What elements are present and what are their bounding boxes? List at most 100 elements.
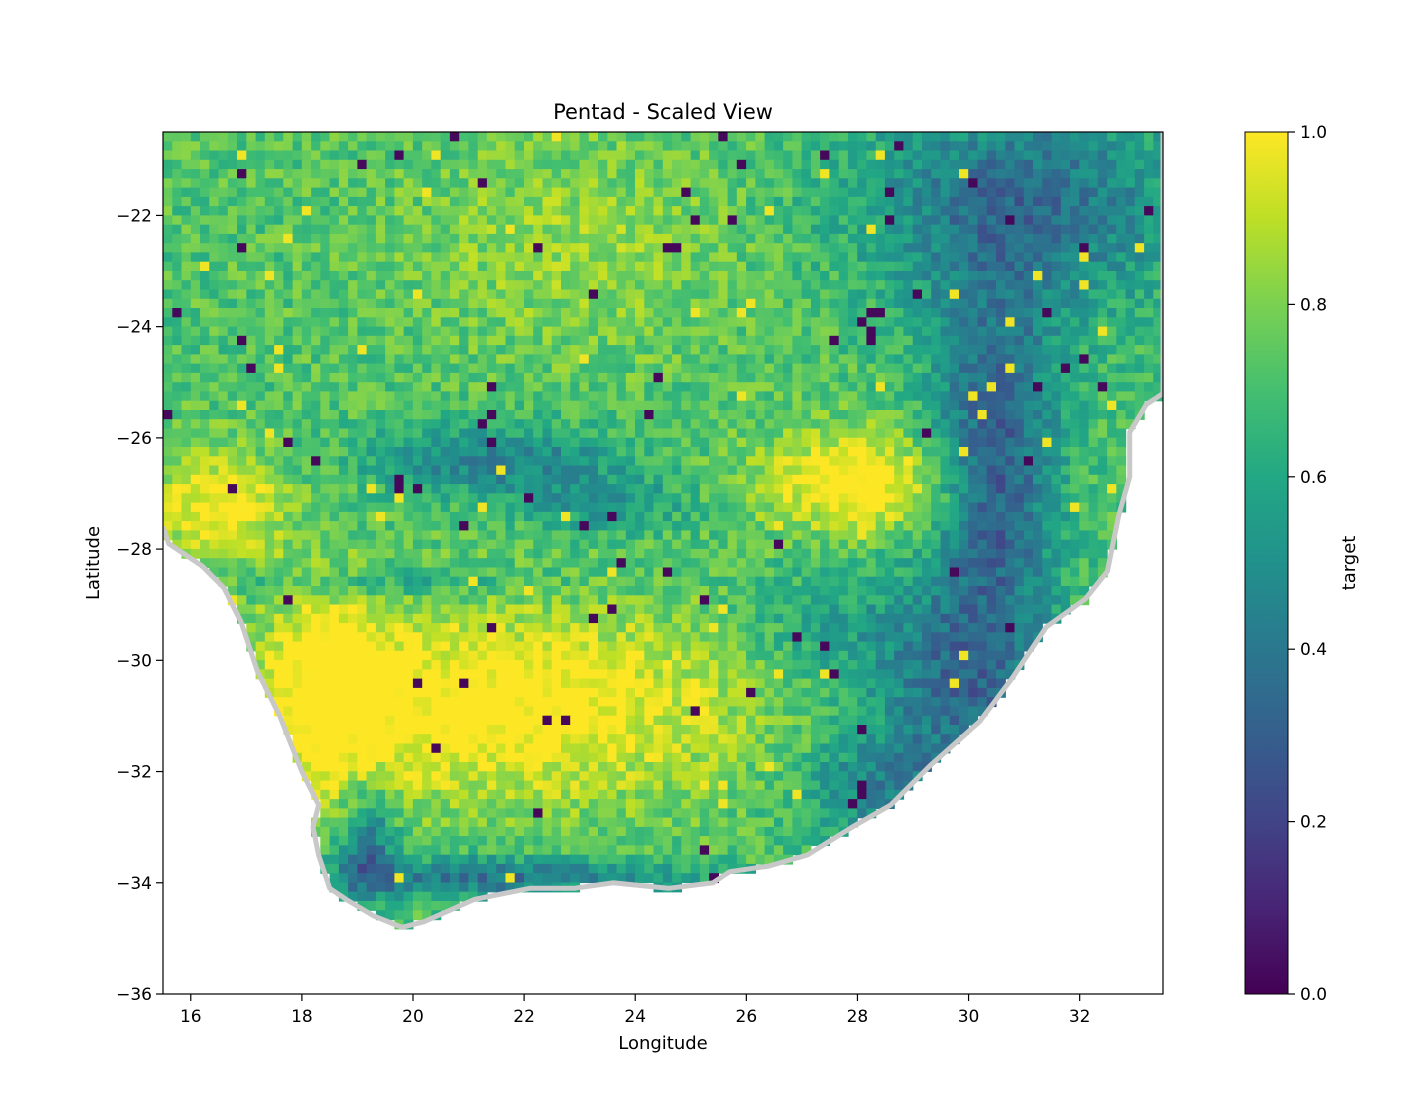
heatmap-cell [746,298,756,309]
heatmap-cell [755,298,766,309]
heatmap-cell [912,382,923,393]
heatmap-cell [607,558,618,569]
heatmap-cell [200,391,210,402]
heatmap-cell [1033,196,1043,207]
heatmap-cell [1014,465,1025,476]
heatmap-cell [1144,215,1154,226]
heatmap-cell [301,132,312,142]
heatmap-cell [524,530,534,541]
heatmap-cell [274,233,284,244]
heatmap-cell [829,493,840,504]
heatmap-cell [699,428,710,439]
heatmap-cell [486,215,497,226]
heatmap-cell [163,261,173,272]
heatmap-cell [1051,224,1062,235]
heatmap-cell [736,326,747,337]
heatmap-cell [468,493,479,504]
heatmap-cell [662,400,673,411]
heatmap-cell [1060,539,1071,550]
heatmap-cell [996,372,1006,383]
heatmap-cell [653,521,664,531]
heatmap-cell [172,317,183,328]
heatmap-cell [329,447,340,457]
heatmap-cell [570,493,581,504]
heatmap-cell [588,437,599,448]
heatmap-cell [690,280,701,291]
heatmap-cell [579,326,590,337]
heatmap-cell [283,233,294,244]
heatmap-cell [598,150,608,161]
heatmap-cell [996,428,1006,439]
heatmap-cell [931,308,942,318]
heatmap-cell [1107,391,1117,402]
heatmap-cell [949,456,960,467]
heatmap-cell [625,447,636,457]
heatmap-cell [699,345,710,355]
heatmap-cell [1079,428,1090,439]
heatmap-cell [431,196,442,207]
heatmap-cell [505,298,516,309]
heatmap-cell [329,280,340,291]
heatmap-cell [792,141,803,152]
heatmap-cell [449,465,460,476]
heatmap-cell [949,206,960,216]
heatmap-cell [172,447,183,457]
heatmap-cell [209,354,220,365]
heatmap-cell [1023,308,1034,318]
heatmap-cell [653,159,664,170]
heatmap-cell [255,391,266,402]
heatmap-cell [422,243,433,254]
heatmap-cell [570,308,581,318]
heatmap-cell [264,521,275,531]
heatmap-cell [940,511,951,522]
heatmap-cell [940,521,951,531]
heatmap-cell [884,493,895,504]
heatmap-cell [579,261,590,272]
heatmap-cell [718,372,729,383]
heatmap-cell [783,132,793,142]
heatmap-cell [894,298,905,309]
heatmap-cell [672,530,682,541]
heatmap-cell [1014,493,1025,504]
heatmap-cell [422,187,433,198]
heatmap-cell [1097,141,1108,152]
heatmap-cell [283,159,294,170]
heatmap-cell [681,224,692,235]
heatmap-cell [246,233,257,244]
heatmap-cell [301,196,312,207]
heatmap-cell [200,548,210,559]
heatmap-cell [533,215,544,226]
heatmap-cell [403,252,414,263]
heatmap-cell [292,289,303,300]
heatmap-cell [348,233,358,244]
heatmap-cell [625,363,636,374]
heatmap-cell [653,150,664,161]
heatmap-cell [1097,502,1108,513]
heatmap-cell [866,169,877,179]
heatmap-cell [1144,289,1154,300]
heatmap-cell [524,382,534,393]
heatmap-cell [477,372,488,383]
heatmap-cell [847,410,858,420]
heatmap-cell [533,243,544,254]
heatmap-cell [894,447,905,457]
heatmap-cell [357,206,368,216]
heatmap-cell [588,410,599,420]
heatmap-cell [181,484,192,494]
heatmap-cell [1023,289,1034,300]
heatmap-cell [468,502,479,513]
heatmap-cell [894,224,905,235]
heatmap-cell [551,271,562,281]
heatmap-cell [551,215,562,226]
heatmap-cell [283,150,294,161]
heatmap-cell [1116,169,1127,179]
heatmap-cell [264,308,275,318]
heatmap-cell [181,308,192,318]
heatmap-cell [968,437,979,448]
heatmap-cell [190,530,201,541]
heatmap-cell [264,289,275,300]
heatmap-cell [486,511,497,522]
heatmap-cell [1097,484,1108,494]
heatmap-cell [866,317,877,328]
heatmap-cell [820,391,830,402]
